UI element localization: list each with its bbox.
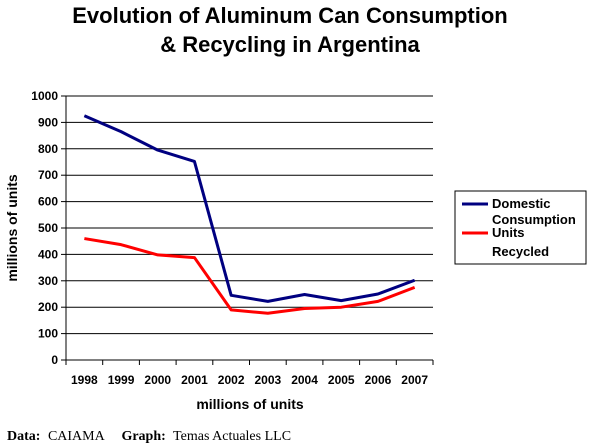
graph-source: Temas Actuales LLC [173, 429, 291, 444]
y-axis-ticks: 0 100 200 300 400 500 600 700 800 900 1000 [31, 89, 66, 367]
legend-label-domestic-line-2: Consumption [492, 212, 576, 227]
data-source: CAIAMA [48, 429, 106, 444]
y-tick-label: 0 [51, 353, 58, 367]
x-tick-label: 1999 [108, 373, 135, 387]
x-tick-label: 2000 [144, 373, 171, 387]
y-tick-label: 100 [38, 327, 58, 341]
legend: Domestic Consumption Units Recycled [454, 190, 587, 265]
series-line-domestic-consumption [83, 114, 416, 303]
x-axis-label: millions of units [196, 396, 304, 412]
x-tick-label: 2002 [218, 373, 245, 387]
legend-label-recycled-line-1: Units [492, 225, 525, 240]
x-tick-label: 2003 [254, 373, 281, 387]
x-tick-label: 2005 [328, 373, 355, 387]
series-lines [83, 114, 416, 315]
y-tick-label: 600 [38, 195, 58, 209]
x-tick-label: 1998 [71, 373, 98, 387]
legend-box [454, 190, 587, 265]
x-tick-label: 2007 [401, 373, 428, 387]
y-tick-label: 400 [38, 247, 58, 261]
x-tick-label: 2006 [365, 373, 392, 387]
series-line-units-recycled [84, 237, 416, 315]
y-tick-label: 1000 [31, 89, 58, 103]
chart-title-line-2: & Recycling in Argentina [160, 32, 420, 57]
x-tick-label: 2001 [181, 373, 208, 387]
legend-label-domestic-line-1: Domestic [492, 196, 551, 211]
graph-key: Graph: [121, 429, 165, 444]
legend-label-recycled-line-2: Recycled [492, 244, 549, 259]
x-axis-ticks: 1998 1999 2000 2001 2002 2003 2004 2005 2006 2007 [65, 360, 434, 387]
y-tick-label: 200 [38, 300, 58, 314]
chart-title-line-1: Evolution of Aluminum Can Consumption [72, 3, 507, 28]
data-key: Data: [7, 429, 40, 444]
x-tick-label: 2004 [291, 373, 318, 387]
y-tick-label: 900 [38, 115, 58, 129]
source-credit: Data: CAIAMA Graph: Temas Actuales LLC [7, 429, 291, 444]
gridlines [66, 95, 433, 335]
y-tick-label: 800 [38, 142, 58, 156]
y-tick-label: 700 [38, 168, 58, 182]
y-tick-label: 300 [38, 274, 58, 288]
y-tick-label: 500 [38, 221, 58, 235]
y-axis-label: millions of units [4, 174, 20, 282]
